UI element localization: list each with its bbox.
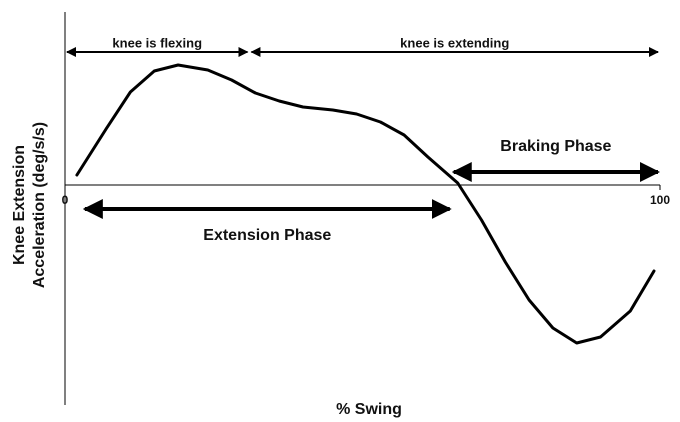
line bbox=[75, 63, 656, 345]
y-axis-label: Acceleration (deg/s/s) bbox=[31, 122, 48, 288]
annotation-text: Braking Phase bbox=[500, 138, 611, 155]
x-tick-label: 100 bbox=[650, 193, 670, 207]
annotation-bg bbox=[108, 35, 207, 51]
y-axis-label-group: Knee Extension Acceleration (deg/s/s) bbox=[11, 122, 48, 288]
x-tick-label: 0 bbox=[62, 193, 69, 207]
annotation-text: Extension Phase bbox=[203, 227, 331, 244]
annotation-text: knee is extending bbox=[400, 35, 509, 50]
annotation-bg bbox=[396, 35, 514, 51]
annotation-text: knee is flexing bbox=[112, 35, 202, 50]
y-axis-label: Knee Extension bbox=[11, 145, 28, 265]
x-axis-label: % Swing bbox=[336, 401, 402, 418]
